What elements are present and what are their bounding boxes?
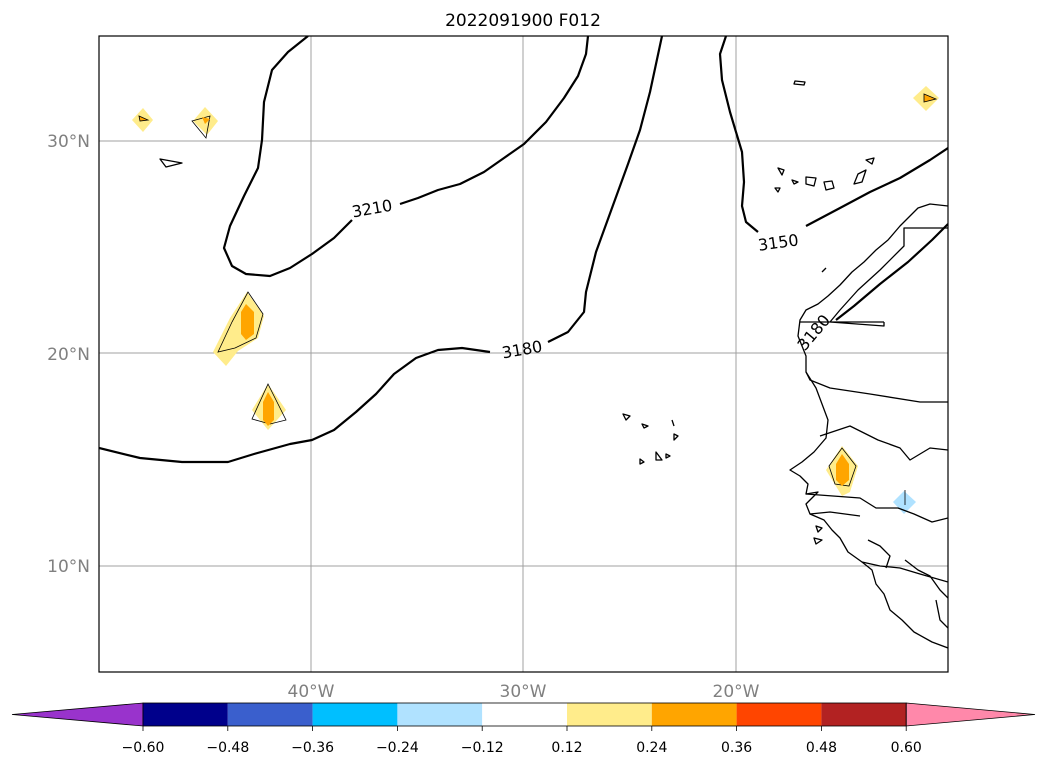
shaded-feature-outline (217, 291, 264, 353)
colorbar-bin (482, 703, 567, 726)
lon-label-20w: 20°W (713, 682, 760, 702)
coastlines (159, 80, 948, 649)
colorbar-tick-label: 0.48 (806, 740, 837, 756)
country-border (819, 425, 948, 461)
colorbar-tick-label: −0.60 (122, 740, 165, 756)
colorbar-bin (651, 703, 737, 726)
colorbar-tick-label: −0.12 (461, 740, 504, 756)
contour-3180 (99, 346, 491, 464)
colorbar-tick-label: 0.60 (891, 740, 922, 756)
island (622, 413, 631, 421)
country-border (935, 599, 948, 629)
island (813, 537, 823, 545)
colorbar-extend-min (11, 702, 144, 727)
shaded-feature-outline (251, 383, 287, 425)
island (853, 169, 867, 185)
shaded-feature (241, 304, 254, 340)
colorbar-bin (567, 703, 652, 726)
colorbar-bin (397, 703, 483, 726)
colorbar-tick-label: −0.48 (206, 740, 249, 756)
colorbar-tick-label: 0.24 (636, 740, 667, 756)
colorbar-outline (142, 702, 907, 727)
shaded-feature (923, 93, 938, 103)
contour-3180 (547, 36, 664, 343)
colorbar: −0.60 −0.48 −0.36 −0.24 −0.12 0.12 0.24 0.36 0.4… (11, 702, 1036, 756)
colorbar-extend-max (905, 702, 1036, 727)
colorbar-bin (312, 703, 398, 726)
country-border (861, 561, 948, 583)
lon-label-30w: 30°W (500, 682, 547, 702)
island (639, 458, 645, 465)
contour-3180-east (835, 223, 948, 321)
figure-title: 2022091900 F012 (445, 11, 601, 31)
gridlines (99, 36, 948, 672)
height-contours (99, 36, 948, 464)
country-border (800, 227, 948, 327)
shaded-features (132, 86, 939, 514)
island (641, 423, 649, 429)
country-border (809, 511, 861, 517)
island (673, 433, 679, 441)
shaded-feature-outline (828, 447, 857, 487)
map-frame (98, 35, 949, 673)
island (777, 167, 785, 176)
contour-3150 (805, 147, 948, 227)
contour-3210 (222, 36, 353, 278)
lat-label-20n: 20°N (47, 345, 90, 365)
country-border (805, 493, 948, 523)
colorbar-tick-label: −0.24 (376, 740, 419, 756)
country-border (805, 371, 948, 403)
lat-label-10n: 10°N (47, 557, 90, 577)
map-content: 3210 3180 3150 3180 (99, 36, 948, 672)
island (865, 157, 875, 165)
island (805, 176, 817, 187)
colorbar-tick-label: 0.36 (721, 740, 752, 756)
shaded-feature (836, 454, 849, 486)
island (671, 419, 675, 427)
shaded-feature (138, 115, 150, 122)
island (793, 80, 806, 86)
lat-label-30n: 30°N (47, 132, 90, 152)
shaded-feature (202, 117, 210, 124)
island (655, 451, 663, 461)
island (815, 525, 823, 533)
colorbar-bin (143, 703, 228, 726)
contour-3150 (718, 36, 759, 233)
colorbar-bin (736, 703, 822, 726)
island (159, 158, 183, 168)
colorbar-tick-label: −0.36 (291, 740, 334, 756)
colorbar-bin (821, 703, 907, 726)
island (823, 180, 835, 191)
island (665, 453, 671, 459)
west-africa-coast (789, 203, 948, 649)
contour-3210 (399, 36, 590, 206)
shaded-feature (263, 392, 274, 426)
island (774, 187, 781, 193)
island (791, 179, 799, 185)
colorbar-bin (227, 703, 313, 726)
country-border (867, 539, 891, 569)
colorbar-tick-label: 0.12 (551, 740, 582, 756)
country-border (904, 559, 948, 599)
shaded-feature-outline (191, 115, 211, 139)
lon-label-40w: 40°W (288, 682, 335, 702)
coast-detail (821, 267, 827, 273)
